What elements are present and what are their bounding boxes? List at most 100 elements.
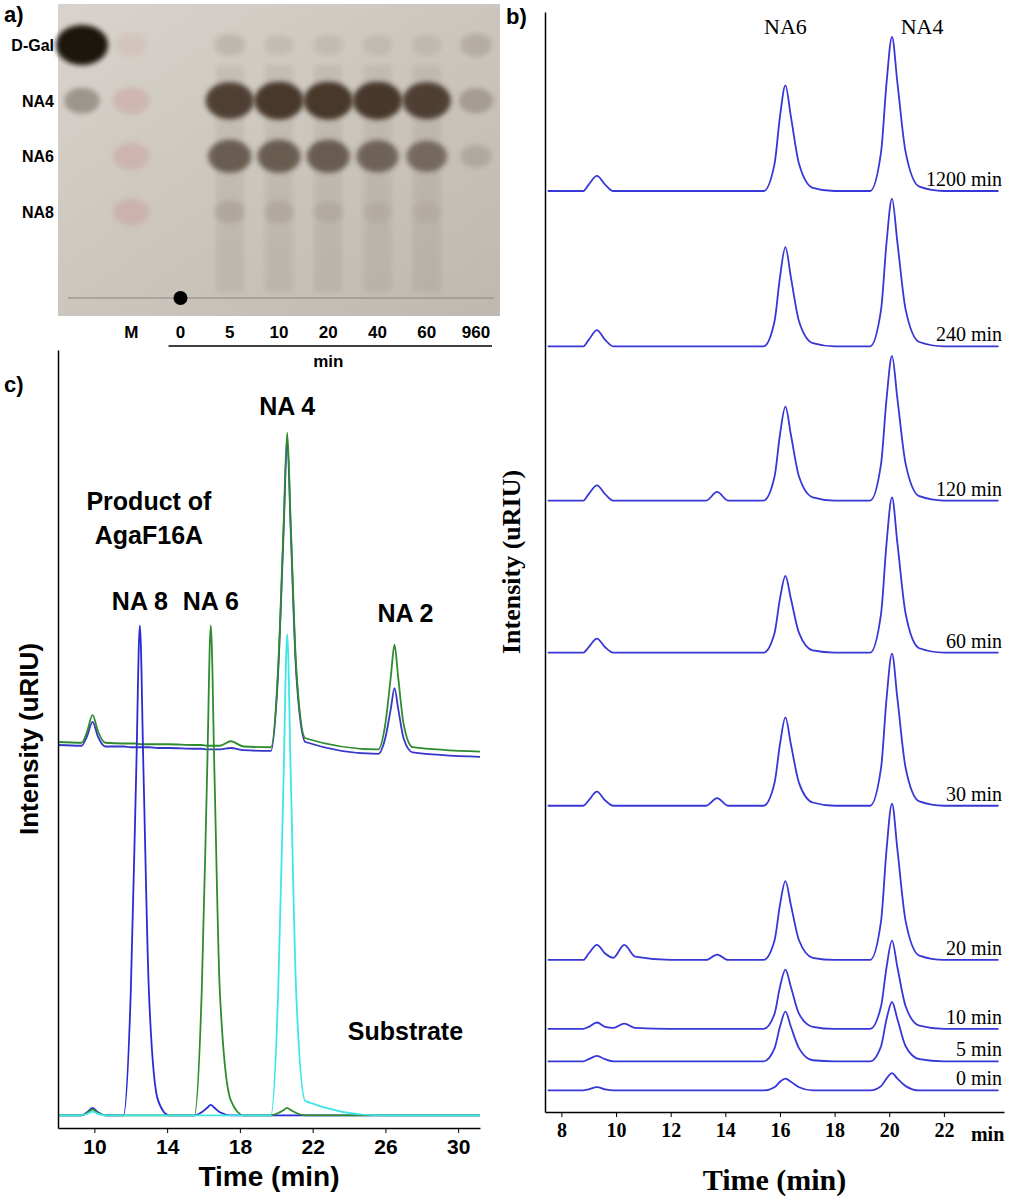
x-tick-label: 30: [447, 1135, 470, 1158]
x-tick: 18: [229, 1128, 253, 1158]
x-tick: 8: [557, 1112, 567, 1141]
lane-label: 20: [319, 323, 338, 342]
x-tick-mark: [671, 1112, 672, 1117]
tlc-spot: [412, 202, 441, 223]
x-tick-label: 10: [83, 1135, 106, 1158]
tlc-spot: [56, 25, 108, 65]
x-tick-mark: [313, 1128, 314, 1133]
tlc-spot: [403, 82, 451, 119]
traces: [58, 432, 480, 1115]
tlc-spot: [257, 140, 301, 173]
tlc-spot: [113, 199, 149, 226]
lane-label: M: [124, 323, 138, 342]
y-axis: [58, 351, 59, 1129]
x-tick-mark: [835, 1112, 836, 1117]
annotation: NA 4: [259, 392, 315, 420]
lane-label: 960: [462, 323, 490, 342]
tlc-spot: [313, 201, 343, 223]
lane-label: 5: [225, 323, 234, 342]
row-label: NA8: [22, 204, 54, 221]
trace-label: 5 min: [956, 1038, 1002, 1060]
trace-label: 0 min: [956, 1067, 1002, 1089]
lane-label: 0: [176, 323, 185, 342]
y-axis: [545, 13, 546, 1113]
tlc-spot: [115, 34, 147, 57]
tlc-spot: [64, 88, 99, 114]
x-tick-label: 8: [557, 1119, 567, 1141]
trace: [58, 440, 480, 757]
x-axis-title: Time (min): [198, 1161, 339, 1192]
row-label: NA4: [22, 93, 54, 110]
x-axis-title: Time (min): [703, 1163, 847, 1197]
tlc-spot: [113, 87, 149, 114]
annotation: Substrate: [348, 1017, 463, 1045]
annotation: NA4: [901, 14, 944, 39]
tlc-spot: [254, 82, 304, 120]
annotation: NA 2: [377, 599, 433, 627]
panel-tlc: D-GalNA4NA6NA8M0510204060960mina): [4, 2, 500, 371]
x-tick: 18: [825, 1112, 845, 1141]
trace: [548, 1002, 999, 1061]
trace-label: 30 min: [946, 783, 1002, 805]
row-label: NA6: [22, 148, 54, 165]
annotation: NA6: [764, 14, 807, 39]
x-tick: 14: [156, 1128, 180, 1158]
tlc-spot: [113, 143, 149, 170]
annotation: NA 8: [112, 587, 168, 615]
trace: [548, 497, 999, 652]
x-tick-label: 12: [661, 1119, 681, 1141]
panel-chromatogram: 101418222630Product ofAgaF16ANA 4NA 2NA …: [4, 351, 481, 1193]
figure: D-GalNA4NA6NA8M0510204060960mina)8101214…: [0, 0, 1016, 1204]
trace: [548, 941, 999, 1029]
trace: [548, 199, 999, 347]
y-axis-title: Intensity (uRIU): [497, 470, 526, 654]
y-axis-line: [58, 351, 60, 1129]
x-axis-line: [546, 1112, 1005, 1114]
tlc-spot: [214, 201, 245, 223]
origin-line: [68, 298, 494, 299]
lane-label: 40: [368, 323, 387, 342]
panel-chromatogram: 8101214161820221200 min240 min120 min60 …: [497, 4, 1005, 1197]
x-tick: 14: [716, 1112, 736, 1141]
panel-letter: b): [506, 4, 527, 29]
x-axis: 10 14 18 22 26 30: [59, 1128, 481, 1158]
tlc-spot: [353, 82, 403, 120]
tlc-spot: [412, 34, 442, 56]
x-tick-label: 18: [825, 1119, 845, 1141]
trace: [58, 634, 480, 1115]
x-axis-line: [59, 1128, 481, 1130]
x-tick: 22: [301, 1128, 324, 1158]
trace-label: 60 min: [946, 630, 1002, 652]
x-tick: 12: [661, 1112, 681, 1141]
tlc-spot: [406, 141, 447, 172]
x-tick: 22: [934, 1112, 954, 1141]
trace-label: 10 min: [946, 1006, 1002, 1028]
x-tick-mark: [725, 1112, 726, 1117]
x-tick: 10: [83, 1128, 106, 1158]
tlc-spot: [303, 82, 353, 120]
y-axis-line: [545, 13, 547, 1113]
tlc-spot: [206, 82, 254, 119]
tlc-spot: [264, 34, 294, 56]
tlc-spot: [214, 34, 245, 56]
x-tick-label: 26: [374, 1135, 397, 1158]
background: [0, 0, 1016, 1204]
x-tick: 16: [770, 1112, 790, 1141]
trace: [548, 804, 999, 960]
x-axis: 810121416182022: [546, 1112, 1005, 1141]
tlc-spot: [356, 140, 398, 172]
text-line: AgaF16A: [95, 521, 203, 549]
tlc-spot: [306, 140, 350, 173]
trace: [58, 432, 480, 751]
x-tick-mark: [385, 1128, 386, 1133]
trace: [548, 1073, 999, 1090]
x-tick-mark: [240, 1128, 241, 1133]
x-tick-mark: [889, 1112, 890, 1117]
tlc-spot: [264, 201, 294, 223]
trace-label: 1200 min: [926, 168, 1002, 190]
x-tick-mark: [561, 1112, 562, 1117]
x-tick-label: 20: [880, 1119, 900, 1141]
trace-label: 240 min: [936, 323, 1002, 345]
x-tick-mark: [944, 1112, 945, 1117]
traces: [548, 37, 999, 1091]
